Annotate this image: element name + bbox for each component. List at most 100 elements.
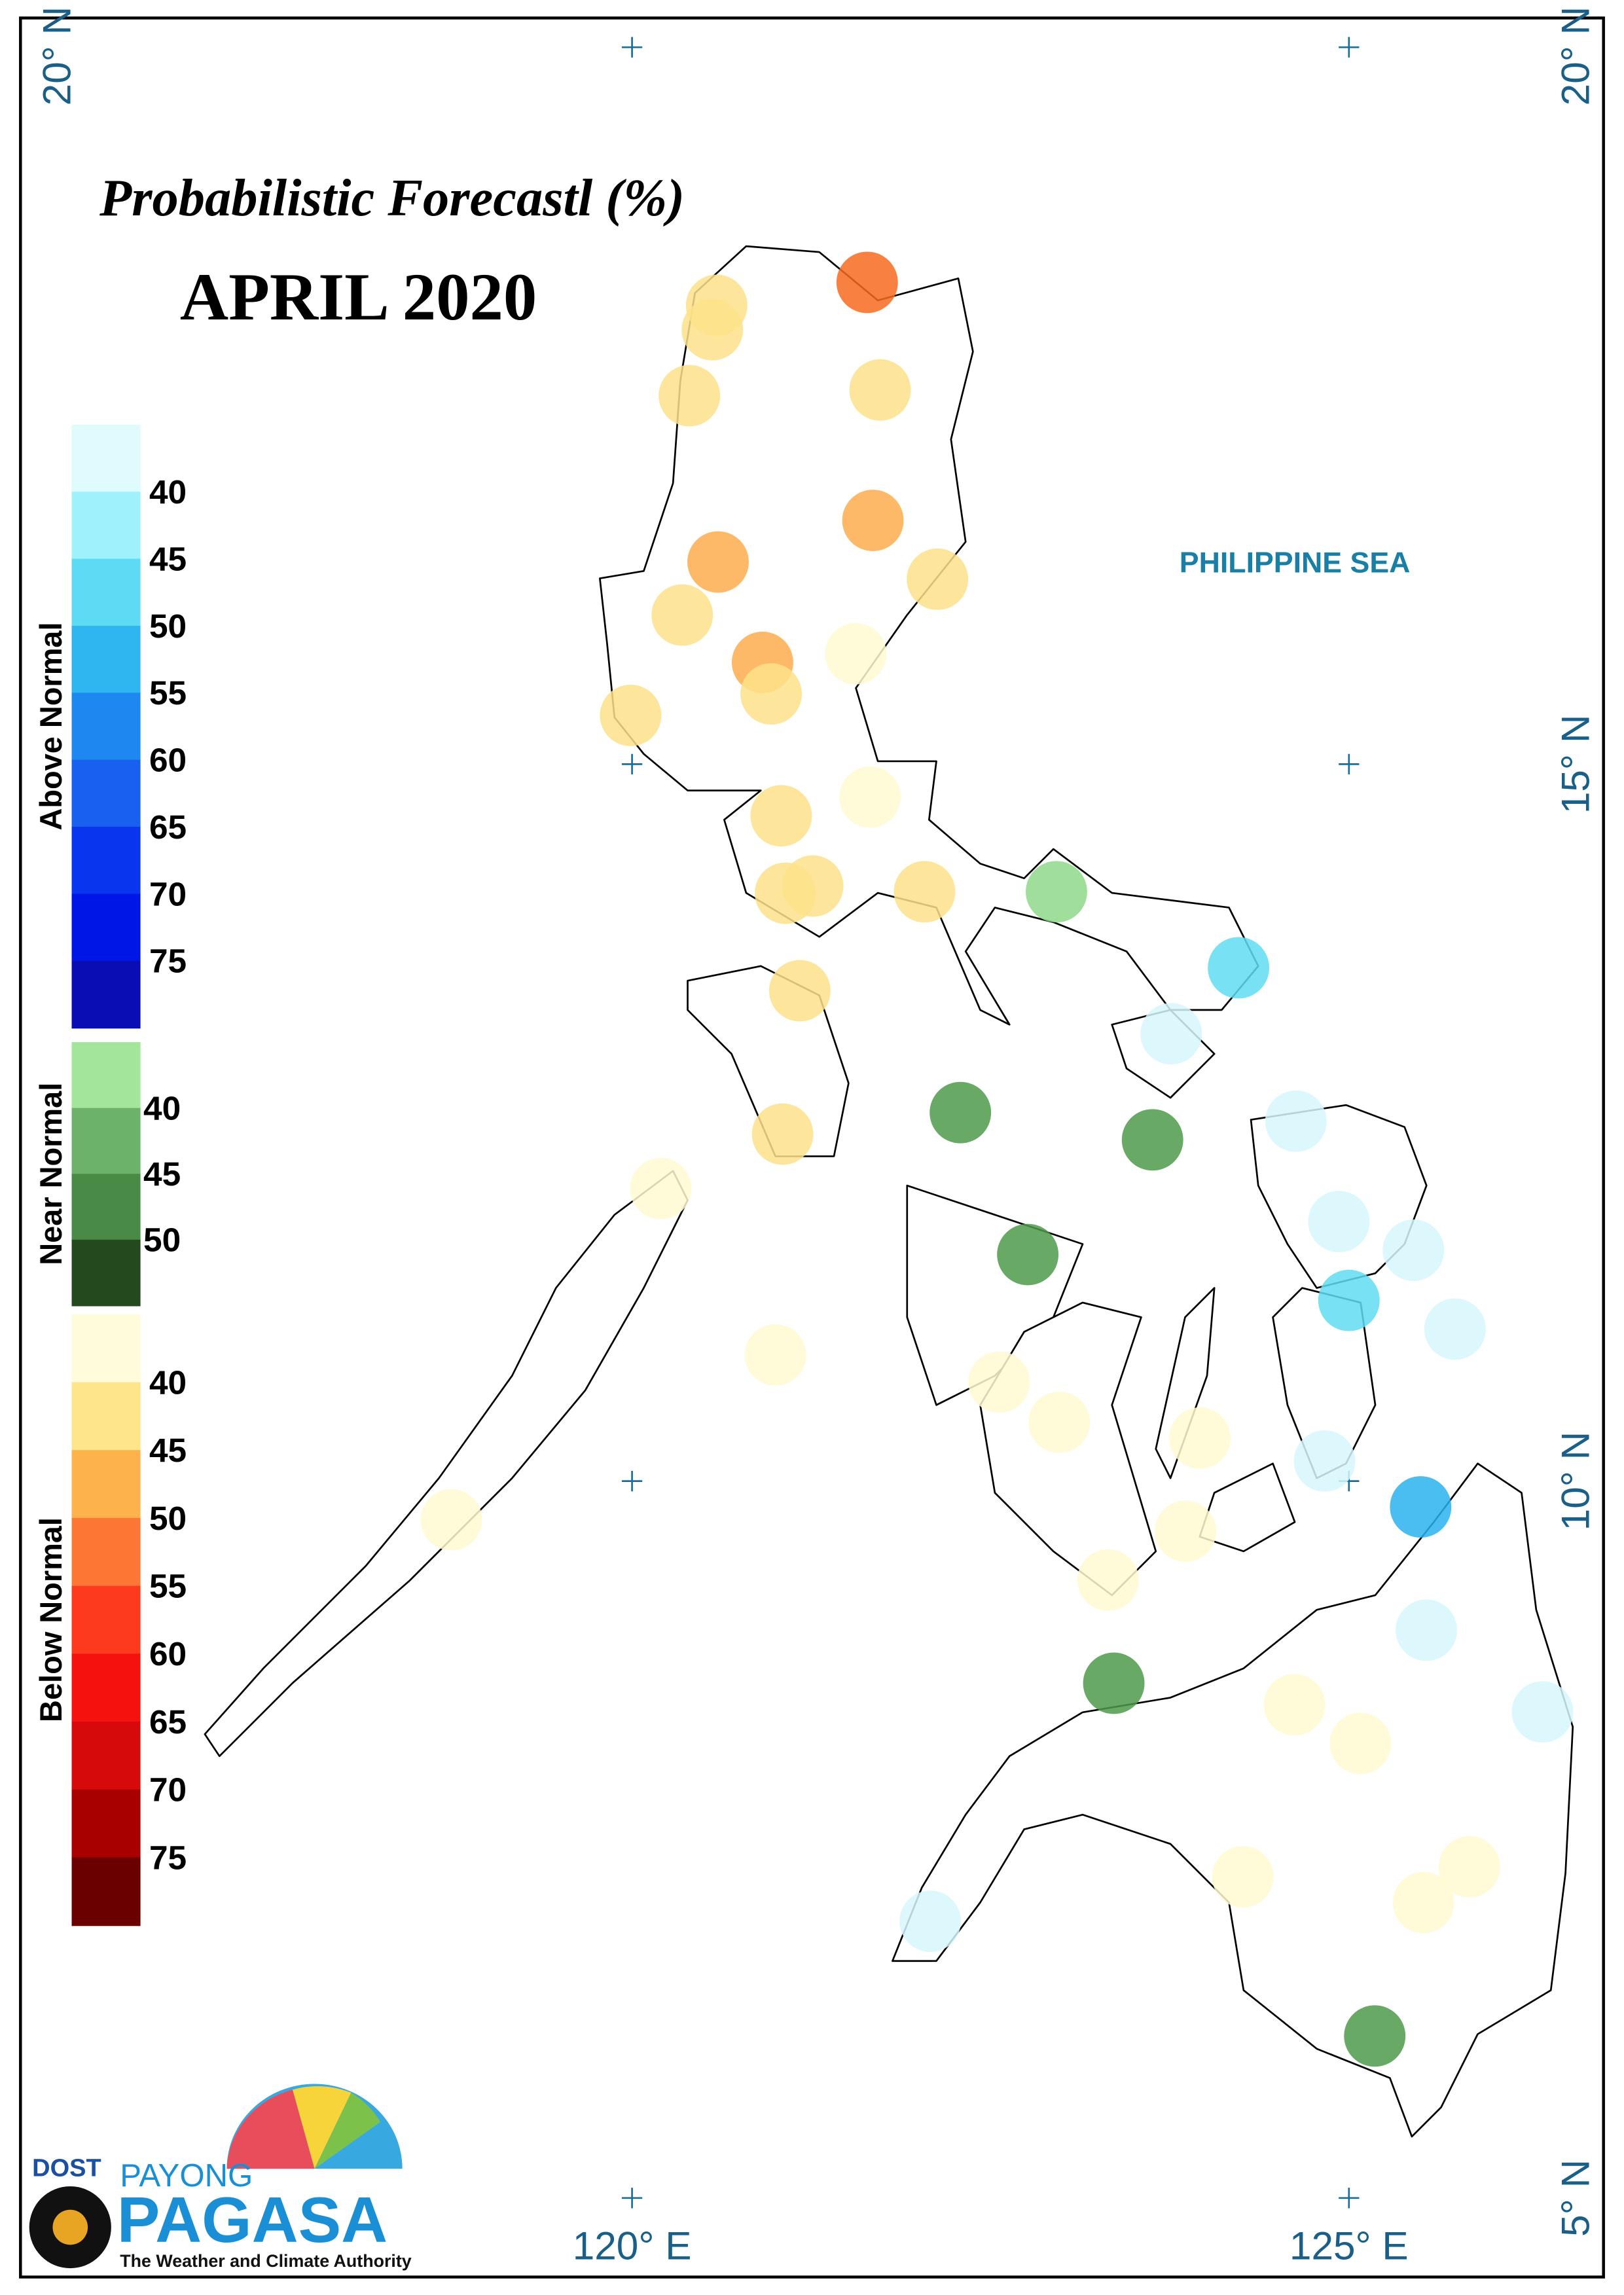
- forecast-point: [1392, 1871, 1454, 1934]
- forecast-point: [1293, 1430, 1356, 1492]
- legend-band: [71, 894, 141, 962]
- forecast-point: [659, 365, 721, 427]
- forecast-point: [899, 1890, 962, 1953]
- forecast-point: [1511, 1681, 1574, 1743]
- forecast-point: [907, 548, 969, 610]
- legend-band: [71, 1108, 141, 1175]
- forecast-point: [630, 1157, 692, 1220]
- forecast-point: [1028, 1391, 1091, 1453]
- forecast-point: [1026, 861, 1087, 923]
- graticule-cross: [621, 37, 643, 58]
- legend-band: [71, 424, 141, 493]
- legend-label: 55: [149, 1567, 187, 1605]
- forecast-point: [1308, 1191, 1370, 1253]
- lat-label: 10° N: [1553, 1432, 1597, 1531]
- legend-label: 40: [149, 473, 187, 511]
- forecast-point: [929, 1081, 992, 1144]
- legend-band: [71, 1314, 141, 1383]
- forecast-point: [1263, 1674, 1326, 1736]
- legend-label: 50: [149, 607, 187, 645]
- forecast-point: [825, 623, 887, 685]
- umbrella-panel: [226, 2089, 315, 2169]
- legend-label: 60: [149, 1635, 187, 1672]
- umbrella-panel: [314, 2092, 381, 2169]
- legend-band: [71, 827, 141, 895]
- forecast-point: [1329, 1712, 1392, 1775]
- forecast-point: [740, 663, 802, 725]
- forecast-point: [744, 1324, 806, 1386]
- legend-band: [71, 1517, 141, 1587]
- forecast-point: [1208, 937, 1270, 999]
- legend-band: [71, 1239, 141, 1307]
- legend-label: 40: [149, 1363, 187, 1401]
- forecast-point: [651, 584, 713, 646]
- forecast-point: [420, 1489, 482, 1551]
- legend-label: 75: [149, 1838, 187, 1876]
- forecast-point: [768, 960, 831, 1022]
- legend-label: 45: [149, 539, 187, 577]
- tagline: The Weather and Climate Authority: [120, 2251, 412, 2271]
- forecast-point: [849, 359, 911, 421]
- lon-label: 120° E: [573, 2224, 692, 2268]
- legend-group-name: Near Normal: [34, 1083, 68, 1265]
- lon-label: 125° E: [1290, 2224, 1409, 2268]
- forecast-point: [751, 1103, 814, 1165]
- legend-band: [71, 1722, 141, 1790]
- graticule-cross: [1339, 753, 1360, 775]
- graticule-cross: [1339, 37, 1360, 58]
- legend-label: 40: [143, 1089, 181, 1127]
- legend-band: [71, 693, 141, 761]
- forecast-point: [1265, 1090, 1327, 1152]
- legend-group-name: Below Normal: [34, 1517, 68, 1722]
- forecast-point: [1396, 1599, 1458, 1661]
- forecast-point: [1382, 1220, 1445, 1281]
- forecast-point: [1212, 1846, 1274, 1908]
- forecast-point: [997, 1223, 1059, 1286]
- brand-top: PAYONG: [120, 2158, 253, 2194]
- lat-label: 20° N: [1553, 7, 1597, 106]
- forecast-point: [1155, 1500, 1217, 1563]
- legend-band: [71, 759, 141, 828]
- map-subtitle: APRIL 2020: [180, 260, 537, 334]
- forecast-point: [1344, 2005, 1406, 2067]
- dost-emblem: [52, 2209, 88, 2245]
- forecast-point: [1318, 1269, 1380, 1331]
- forecast-point: [839, 766, 901, 828]
- legend-band: [71, 1789, 141, 1858]
- forecast-point: [687, 531, 749, 593]
- forecast-point: [1077, 1549, 1139, 1611]
- legend-label: 70: [149, 875, 187, 913]
- sea-label: PHILIPPINE SEA: [1180, 547, 1411, 579]
- forecast-point: [681, 298, 744, 361]
- forecast-point: [1169, 1407, 1231, 1469]
- lat-label: 20° N: [34, 7, 79, 106]
- legend-band: [71, 1450, 141, 1519]
- forecast-point: [1424, 1298, 1486, 1360]
- legend-band: [71, 625, 141, 694]
- forecast-point: [782, 855, 844, 917]
- forecast-point: [893, 861, 956, 923]
- forecast-point: [1083, 1652, 1145, 1714]
- forecast-point: [600, 684, 662, 746]
- legend-band: [71, 1382, 141, 1451]
- umbrella-panel: [293, 2086, 352, 2169]
- forecast-point: [968, 1351, 1030, 1413]
- forecast-point: [1390, 1476, 1452, 1538]
- lat-label: 15° N: [1553, 715, 1597, 814]
- forecast-point: [836, 251, 898, 314]
- legend-label: 65: [149, 1703, 187, 1741]
- legend-label: 50: [149, 1499, 187, 1537]
- graticule-cross: [621, 1470, 643, 1492]
- graticule-cross: [621, 2188, 643, 2209]
- map-title: Probabilistic Forecastl (%): [99, 169, 685, 227]
- forecast-point: [1438, 1835, 1500, 1898]
- legend-label: 45: [143, 1155, 181, 1193]
- legend-band: [71, 960, 141, 1029]
- legend-group-name: Above Normal: [34, 622, 68, 830]
- legend-label: 65: [149, 808, 187, 846]
- legend-label: 55: [149, 674, 187, 712]
- legend-label: 75: [149, 942, 187, 980]
- legend-label: 60: [149, 741, 187, 779]
